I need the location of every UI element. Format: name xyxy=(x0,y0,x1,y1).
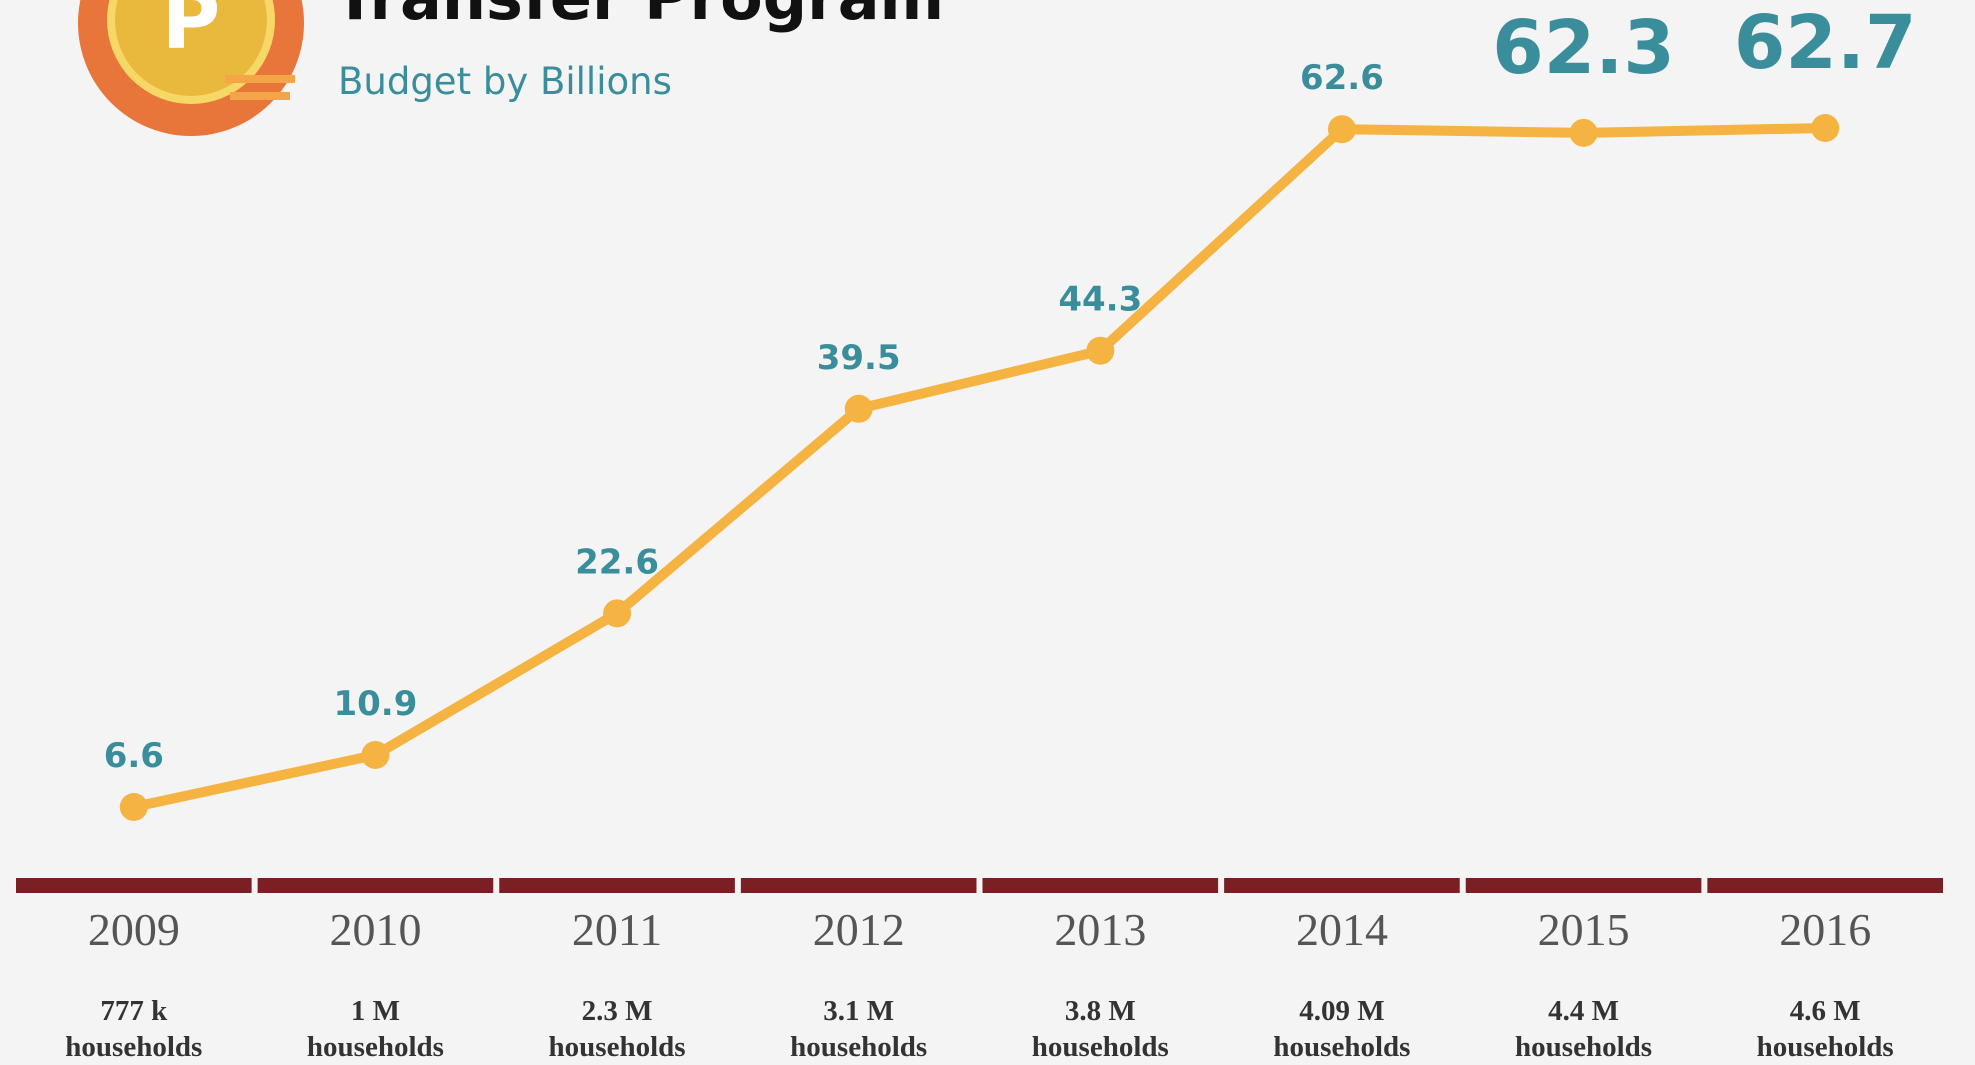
svg-text:P: P xyxy=(162,0,221,67)
household-label: 777 k xyxy=(100,995,168,1027)
x-tick-label: 2014 xyxy=(1296,904,1388,955)
axis-segment xyxy=(257,878,494,893)
data-label: 44.3 xyxy=(1058,280,1142,320)
point xyxy=(1086,336,1115,365)
household-label: households xyxy=(549,1031,686,1063)
axis-segment xyxy=(1465,878,1702,893)
household-label: households xyxy=(1032,1031,1169,1063)
household-label: 1 M xyxy=(351,995,400,1027)
axis-segment xyxy=(16,878,252,893)
axis-segment xyxy=(1707,878,1943,893)
point xyxy=(844,394,873,423)
data-label: 10.9 xyxy=(333,684,417,724)
point xyxy=(1811,114,1840,142)
axis-segment xyxy=(982,878,1219,893)
data-label: 39.5 xyxy=(817,338,901,378)
household-label: households xyxy=(65,1031,202,1063)
x-tick-label: 2015 xyxy=(1538,904,1630,955)
x-tick-label: 2012 xyxy=(813,904,905,955)
household-label: 3.1 M xyxy=(823,995,894,1027)
data-label: 62.6 xyxy=(1300,58,1384,98)
chart-subtitle: Budget by Billions xyxy=(338,60,672,103)
logo: P xyxy=(78,0,304,136)
household-label: households xyxy=(1273,1031,1410,1063)
household-label: 4.09 M xyxy=(1299,995,1384,1027)
point xyxy=(1327,115,1356,144)
x-tick-label: 2016 xyxy=(1779,904,1871,955)
household-label: households xyxy=(1757,1031,1894,1063)
data-label: 22.6 xyxy=(575,542,659,582)
axis-segment xyxy=(499,878,735,893)
point xyxy=(1569,118,1598,147)
household-label: households xyxy=(307,1031,444,1063)
x-tick-label: 2011 xyxy=(572,904,662,955)
x-tick-label: 2013 xyxy=(1054,904,1146,955)
data-label: 62.3 xyxy=(1492,5,1675,91)
household-label: 3.8 M xyxy=(1065,995,1136,1027)
household-label: households xyxy=(790,1031,927,1063)
chart-title: Transfer Program xyxy=(334,0,944,34)
axis-segment xyxy=(740,878,977,893)
point xyxy=(603,599,632,628)
data-label: 6.6 xyxy=(104,736,164,776)
line xyxy=(132,123,1826,812)
household-label: households xyxy=(1515,1031,1652,1063)
household-label: 2.3 M xyxy=(582,995,653,1027)
axis-segment xyxy=(1224,878,1460,893)
point xyxy=(361,740,390,769)
x-tick-label: 2009 xyxy=(88,904,180,955)
data-label: 62.7 xyxy=(1734,0,1917,86)
household-label: 4.6 M xyxy=(1790,995,1861,1027)
point xyxy=(119,793,148,821)
household-label: 4.4 M xyxy=(1548,995,1619,1027)
x-tick-label: 2010 xyxy=(329,904,421,955)
